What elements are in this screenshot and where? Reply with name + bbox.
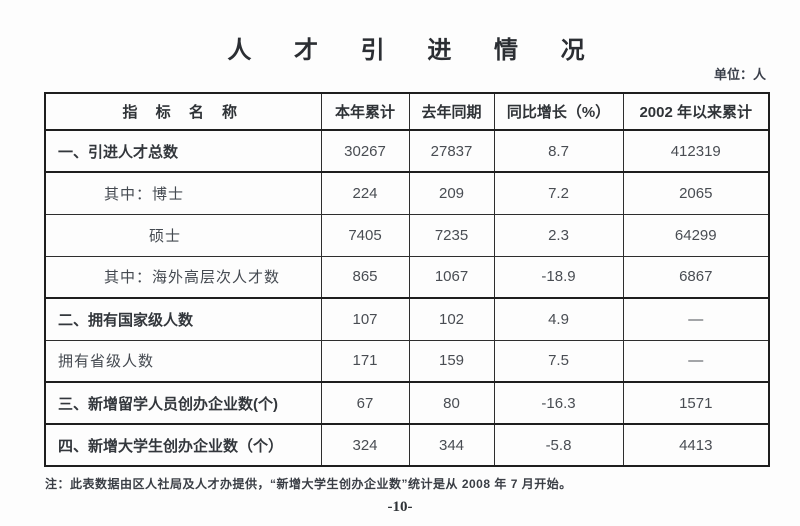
cell-yoy-growth: -18.9 bbox=[493, 255, 624, 299]
header-yoy-growth: 同比增长（%） bbox=[493, 92, 624, 131]
cell-since-2002: 412319 bbox=[622, 129, 770, 173]
cell-current-year: 171 bbox=[320, 339, 410, 383]
cell-since-2002: 2065 bbox=[622, 171, 770, 215]
cell-yoy-growth: -16.3 bbox=[493, 381, 624, 425]
table-row: 其中：博士 224 209 7.2 2065 bbox=[44, 171, 770, 215]
cell-last-year: 209 bbox=[408, 171, 495, 215]
row-label: 一、引进人才总数 bbox=[44, 129, 322, 173]
cell-last-year: 7235 bbox=[408, 213, 495, 257]
table-row: 二、拥有国家级人数 107 102 4.9 — bbox=[44, 297, 770, 341]
cell-current-year: 67 bbox=[320, 381, 410, 425]
cell-current-year: 224 bbox=[320, 171, 410, 215]
cell-yoy-growth: 7.2 bbox=[493, 171, 624, 215]
header-indicator-name: 指 标 名 称 bbox=[44, 92, 322, 131]
cell-since-2002: 64299 bbox=[622, 213, 770, 257]
header-current-year-total: 本年累计 bbox=[320, 92, 410, 131]
cell-yoy-growth: -5.8 bbox=[493, 423, 624, 467]
header-cumulative-since-2002: 2002 年以来累计 bbox=[622, 92, 770, 131]
cell-last-year: 1067 bbox=[408, 255, 495, 299]
cell-yoy-growth: 4.9 bbox=[493, 297, 624, 341]
table-row: 四、新增大学生创办企业数（个） 324 344 -5.8 4413 bbox=[44, 423, 770, 467]
cell-last-year: 159 bbox=[408, 339, 495, 383]
row-label: 硕士 bbox=[44, 213, 322, 257]
table-row: 一、引进人才总数 30267 27837 8.7 412319 bbox=[44, 129, 770, 173]
table-header-row: 指 标 名 称 本年累计 去年同期 同比增长（%） 2002 年以来累计 bbox=[44, 92, 770, 131]
page-number: -10- bbox=[387, 499, 413, 515]
cell-last-year: 80 bbox=[408, 381, 495, 425]
row-label: 二、拥有国家级人数 bbox=[44, 297, 322, 341]
cell-current-year: 7405 bbox=[320, 213, 410, 257]
cell-current-year: 324 bbox=[320, 423, 410, 467]
cell-since-2002: — bbox=[622, 339, 770, 383]
row-label: 三、新增留学人员创办企业数(个) bbox=[44, 381, 322, 425]
cell-last-year: 102 bbox=[408, 297, 495, 341]
row-label: 其中：博士 bbox=[44, 171, 322, 215]
cell-since-2002: 1571 bbox=[622, 381, 770, 425]
cell-current-year: 865 bbox=[320, 255, 410, 299]
unit-label: 单位：人 bbox=[713, 67, 766, 82]
cell-last-year: 344 bbox=[408, 423, 495, 467]
cell-since-2002: 4413 bbox=[622, 423, 770, 467]
cell-yoy-growth: 7.5 bbox=[493, 339, 624, 383]
cell-last-year: 27837 bbox=[408, 129, 495, 173]
cell-since-2002: 6867 bbox=[622, 255, 770, 299]
page-title: 人 才 引 进 情 况 bbox=[227, 37, 603, 64]
cell-current-year: 107 bbox=[320, 297, 410, 341]
cell-since-2002: — bbox=[622, 297, 770, 341]
table-row: 其中：海外高层次人才数 865 1067 -18.9 6867 bbox=[44, 255, 770, 299]
table-row: 拥有省级人数 171 159 7.5 — bbox=[44, 339, 770, 383]
row-label: 四、新增大学生创办企业数（个） bbox=[44, 423, 322, 467]
cell-yoy-growth: 8.7 bbox=[493, 129, 624, 173]
row-label: 拥有省级人数 bbox=[44, 339, 322, 383]
header-last-year-same-period: 去年同期 bbox=[408, 92, 495, 131]
table-footnote: 注：此表数据由区人社局及人才办提供，“新增大学生创办企业数”统计是从 2008 … bbox=[45, 477, 572, 491]
row-label: 其中：海外高层次人才数 bbox=[44, 255, 322, 299]
cell-yoy-growth: 2.3 bbox=[493, 213, 624, 257]
talent-introduction-table: 指 标 名 称 本年累计 去年同期 同比增长（%） 2002 年以来累计 一、引… bbox=[44, 92, 770, 467]
cell-current-year: 30267 bbox=[320, 129, 410, 173]
table-row: 三、新增留学人员创办企业数(个) 67 80 -16.3 1571 bbox=[44, 381, 770, 425]
table-row: 硕士 7405 7235 2.3 64299 bbox=[44, 213, 770, 257]
